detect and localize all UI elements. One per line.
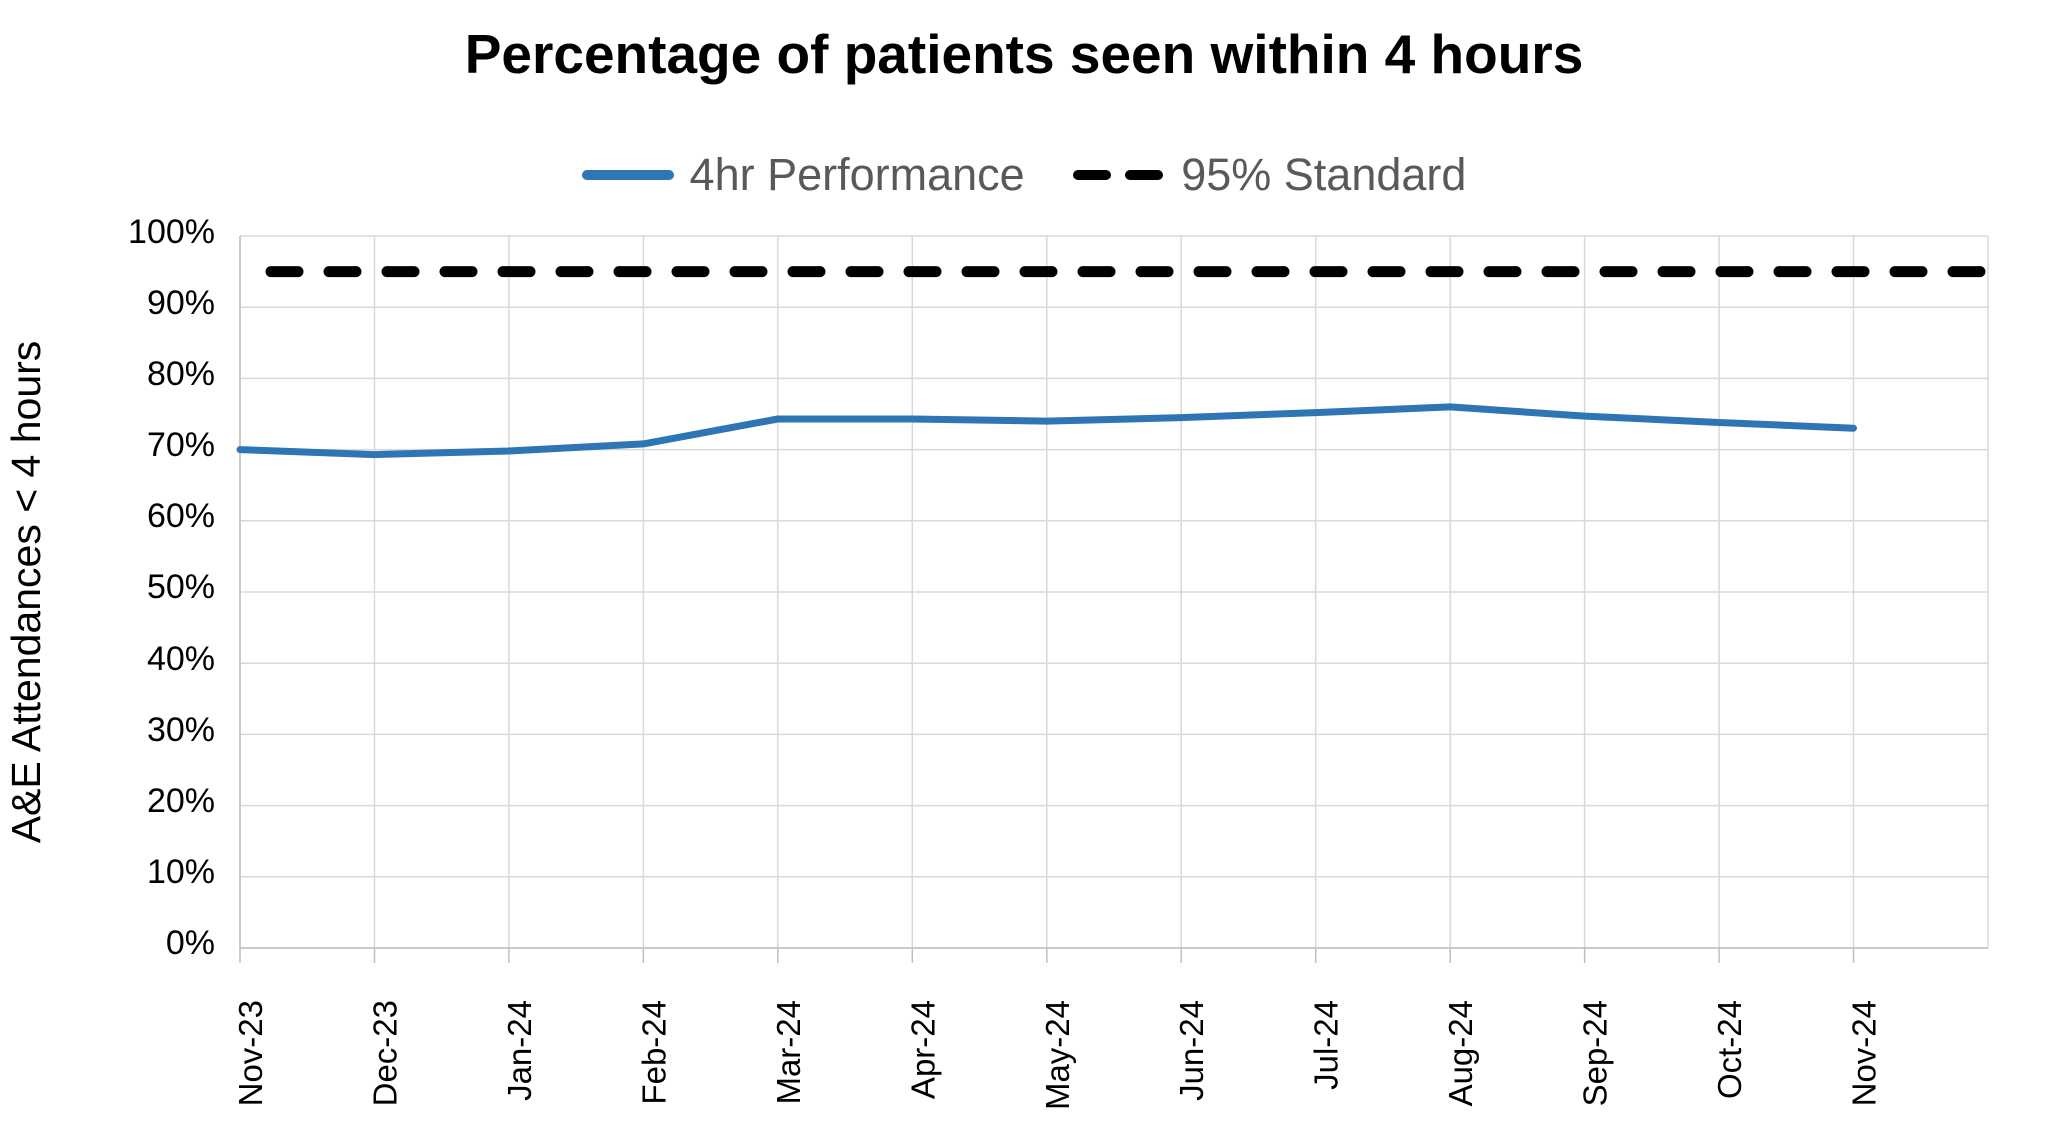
- svg-text:Sep-24: Sep-24: [1577, 1000, 1614, 1106]
- svg-text:Apr-24: Apr-24: [904, 1000, 941, 1099]
- svg-text:Nov-23: Nov-23: [232, 1000, 269, 1106]
- svg-text:May-24: May-24: [1039, 1000, 1076, 1110]
- svg-text:Dec-23: Dec-23: [367, 1000, 404, 1106]
- svg-text:Jul-24: Jul-24: [1308, 1000, 1345, 1090]
- svg-text:Feb-24: Feb-24: [635, 1000, 672, 1105]
- svg-text:Mar-24: Mar-24: [770, 1000, 807, 1105]
- svg-text:Nov-24: Nov-24: [1846, 1000, 1883, 1106]
- svg-text:Oct-24: Oct-24: [1711, 1000, 1748, 1099]
- svg-text:Aug-24: Aug-24: [1442, 1000, 1479, 1106]
- svg-text:Jan-24: Jan-24: [501, 1000, 538, 1101]
- svg-text:Jun-24: Jun-24: [1173, 1000, 1210, 1101]
